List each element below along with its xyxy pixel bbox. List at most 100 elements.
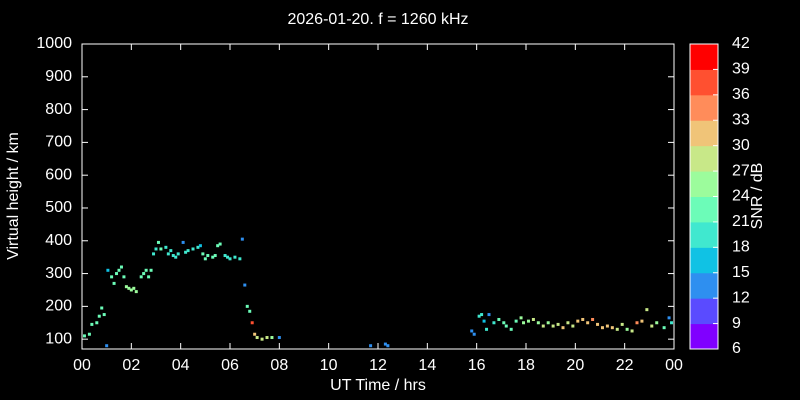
colorbar-tick-label: 6 <box>732 340 741 357</box>
data-point <box>216 244 220 248</box>
x-tick-label: 14 <box>418 357 436 374</box>
data-point <box>243 283 247 287</box>
colorbar-band <box>690 221 718 248</box>
colorbar-band <box>690 171 718 197</box>
data-point <box>181 240 185 244</box>
data-point <box>115 272 119 276</box>
colorbar-tick-label: 33 <box>732 111 750 128</box>
data-point <box>154 247 158 251</box>
data-point <box>270 336 274 340</box>
data-point <box>504 324 508 328</box>
colorbar-tick-label: 18 <box>732 239 750 256</box>
data-point <box>260 337 264 341</box>
x-tick-label: 16 <box>468 357 486 374</box>
data-point <box>87 332 91 336</box>
data-point <box>255 336 259 340</box>
data-point <box>492 321 496 325</box>
data-point <box>176 252 180 256</box>
y-tick-label: 700 <box>45 134 72 151</box>
x-tick-label: 08 <box>270 357 288 374</box>
x-tick-label: 06 <box>221 357 239 374</box>
data-point <box>551 324 555 328</box>
data-point <box>105 344 109 348</box>
data-point <box>541 324 545 328</box>
data-point <box>213 254 217 258</box>
x-tick-label: 22 <box>616 357 634 374</box>
data-point <box>142 272 146 276</box>
data-point <box>480 313 484 317</box>
data-point <box>605 324 609 328</box>
data-point <box>615 327 619 331</box>
data-point <box>561 326 565 330</box>
data-point <box>240 237 244 241</box>
data-point <box>591 317 595 321</box>
data-point <box>509 327 513 331</box>
plot-frame <box>81 43 675 350</box>
data-point <box>196 245 200 249</box>
data-point <box>82 334 86 338</box>
data-point <box>248 309 252 313</box>
x-tick-label: 02 <box>122 357 140 374</box>
data-point <box>487 313 491 317</box>
data-point <box>596 322 600 326</box>
colorbar-tick-label: 30 <box>732 137 750 154</box>
data-point <box>620 322 624 326</box>
y-tick-label: 100 <box>45 330 72 347</box>
chart-title: 2026-01-20. f = 1260 kHz <box>287 11 468 28</box>
data-point <box>482 319 486 323</box>
colorbar-band <box>690 94 718 121</box>
colorbar-band <box>690 44 718 70</box>
x-tick-label: 04 <box>172 357 190 374</box>
data-point <box>164 245 168 249</box>
data-point <box>149 268 153 272</box>
data-point <box>100 306 104 310</box>
data-point <box>566 321 570 325</box>
x-tick-label: 12 <box>369 357 387 374</box>
colorbar-tick-label: 24 <box>732 188 750 205</box>
y-tick-label: 600 <box>45 166 72 183</box>
colorbar-tick-label: 9 <box>732 315 741 332</box>
data-point <box>581 317 585 321</box>
colorbar-tick-label: 39 <box>732 61 750 78</box>
data-point <box>134 290 138 294</box>
data-point <box>497 317 501 321</box>
data-point <box>600 326 604 330</box>
data-point <box>522 321 526 325</box>
data-point <box>226 255 230 259</box>
data-point <box>485 327 489 331</box>
data-point <box>386 344 390 348</box>
data-point <box>253 332 257 336</box>
data-point <box>106 268 110 272</box>
data-point <box>117 268 121 272</box>
y-tick-label: 900 <box>45 68 72 85</box>
data-point <box>203 257 207 261</box>
colorbar-tick-label: 21 <box>732 213 750 230</box>
data-point <box>186 249 190 253</box>
data-point <box>610 326 614 330</box>
x-tick-label: 10 <box>320 357 338 374</box>
data-point <box>472 332 476 336</box>
data-point <box>238 257 242 261</box>
data-point <box>519 316 523 320</box>
y-axis-label: Virtual height / km <box>5 132 22 260</box>
x-tick-label: 00 <box>73 357 91 374</box>
data-point <box>139 275 143 279</box>
data-point <box>218 242 222 246</box>
colorbar-band <box>690 69 718 96</box>
data-point <box>650 324 654 328</box>
data-point <box>635 321 639 325</box>
data-point <box>576 319 580 323</box>
colorbar-tick-label: 36 <box>732 86 750 103</box>
colorbar-band <box>690 196 718 223</box>
data-point <box>667 316 671 320</box>
data-point <box>129 288 133 292</box>
data-point <box>502 321 506 325</box>
data-point <box>97 314 101 318</box>
x-tick-label: 00 <box>665 357 683 374</box>
data-point <box>625 327 629 331</box>
data-point <box>169 249 173 253</box>
x-axis-label: UT Time / hrs <box>330 377 426 394</box>
colorbar-band <box>690 120 718 147</box>
y-tick-label: 1000 <box>36 35 72 52</box>
data-point <box>198 244 202 248</box>
